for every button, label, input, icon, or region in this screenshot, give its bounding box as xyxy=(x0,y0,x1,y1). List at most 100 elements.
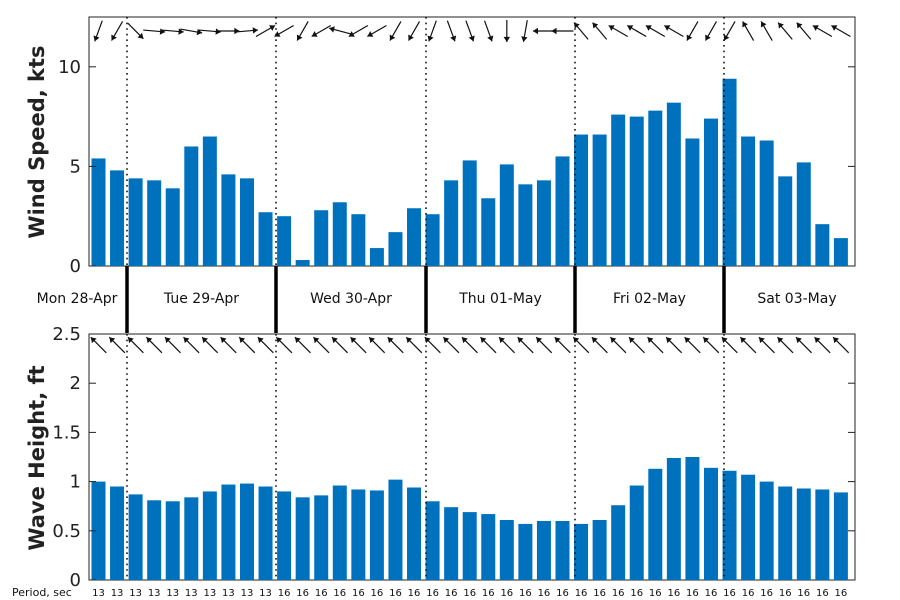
bar xyxy=(425,501,440,580)
period-value: 16 xyxy=(575,588,588,599)
direction-arrow xyxy=(684,336,701,354)
direction-arrow xyxy=(274,24,294,38)
bar xyxy=(184,146,199,266)
direction-arrow xyxy=(572,336,590,354)
bar xyxy=(128,178,143,266)
bar xyxy=(110,486,125,580)
direction-arrow xyxy=(424,336,441,354)
period-value: 13 xyxy=(166,588,179,599)
bar xyxy=(629,485,644,580)
bar xyxy=(91,158,106,266)
direction-arrow xyxy=(573,22,589,40)
bar xyxy=(277,491,292,580)
period-value: 16 xyxy=(593,588,606,599)
period-value: 16 xyxy=(760,588,773,599)
bar xyxy=(165,501,180,580)
period-value: 16 xyxy=(556,588,569,599)
bar xyxy=(703,467,718,580)
direction-arrow xyxy=(551,27,574,35)
direction-arrow xyxy=(777,336,794,354)
period-value: 16 xyxy=(389,588,402,599)
bar xyxy=(258,486,273,580)
bar xyxy=(611,114,626,266)
period-value: 16 xyxy=(686,588,699,599)
direction-arrow xyxy=(161,28,184,35)
direction-arrow xyxy=(521,20,528,42)
direction-arrow xyxy=(723,21,736,41)
direction-arrow xyxy=(758,336,775,354)
direction-arrow xyxy=(294,336,311,354)
direction-arrow xyxy=(201,336,219,354)
direction-arrow xyxy=(503,20,511,42)
bar xyxy=(481,514,496,580)
direction-arrow xyxy=(814,336,831,354)
period-value: 16 xyxy=(408,588,421,599)
bar xyxy=(555,156,570,266)
bar xyxy=(666,102,681,266)
period-value: 16 xyxy=(816,588,829,599)
direction-arrow xyxy=(609,336,627,354)
direction-arrow xyxy=(143,28,166,35)
wind-speed-ylabel: Wind Speed, kts xyxy=(25,45,49,238)
bar xyxy=(722,470,737,580)
period-value: 16 xyxy=(797,588,810,599)
y-tick-label: 10 xyxy=(58,57,81,78)
bar xyxy=(833,238,848,266)
bar xyxy=(666,457,681,580)
direction-arrow xyxy=(742,21,755,41)
wind-speed-panel: 0 5 10 xyxy=(58,16,856,277)
bar xyxy=(703,118,718,266)
period-value: 16 xyxy=(538,588,551,599)
bar xyxy=(536,180,551,266)
direction-arrow xyxy=(480,336,497,354)
bar xyxy=(741,136,756,266)
direction-arrow xyxy=(90,336,107,354)
bar xyxy=(611,505,626,580)
direction-arrow xyxy=(832,336,850,354)
direction-arrow xyxy=(405,336,423,354)
bar xyxy=(574,523,589,580)
bar xyxy=(165,188,180,266)
bar xyxy=(295,497,310,580)
direction-arrow xyxy=(348,24,369,38)
bar xyxy=(685,457,700,580)
day-label: Mon 28-Apr xyxy=(37,291,118,307)
bar xyxy=(407,208,422,266)
bar xyxy=(574,134,589,266)
direction-arrow xyxy=(111,21,124,41)
direction-arrow xyxy=(328,26,351,35)
period-value: 13 xyxy=(222,588,235,599)
bar xyxy=(351,214,366,266)
period-value: 16 xyxy=(742,588,755,599)
period-value: 13 xyxy=(259,588,272,599)
direction-arrow xyxy=(368,336,386,354)
direction-arrow xyxy=(704,21,717,41)
direction-arrow xyxy=(628,336,645,354)
direction-arrow xyxy=(127,336,144,354)
bar xyxy=(110,170,125,266)
direction-arrow xyxy=(626,24,647,38)
day-label-row: Mon 28-Apr Tue 29-Apr Wed 30-Apr Thu 01-May… xyxy=(37,266,837,333)
direction-arrow xyxy=(255,24,276,38)
direction-arrow xyxy=(275,336,293,354)
direction-arrow xyxy=(235,27,258,34)
direction-arrow xyxy=(164,336,181,354)
bar xyxy=(462,160,477,266)
bar xyxy=(202,136,217,266)
direction-arrow xyxy=(387,336,404,354)
bar xyxy=(388,232,403,266)
bar xyxy=(759,140,774,266)
period-value: 16 xyxy=(278,588,291,599)
day-label: Tue 29-Apr xyxy=(163,291,239,307)
bar xyxy=(425,214,440,266)
direction-arrow xyxy=(427,20,437,42)
y-tick-label: 2.5 xyxy=(52,324,81,345)
direction-arrow xyxy=(442,336,460,354)
direction-arrow xyxy=(93,20,103,42)
direction-arrow xyxy=(183,336,200,354)
bar xyxy=(518,523,533,580)
y-tick-label: 0 xyxy=(70,256,81,277)
bar xyxy=(481,198,496,266)
bar xyxy=(388,479,403,580)
period-value: 13 xyxy=(185,588,198,599)
